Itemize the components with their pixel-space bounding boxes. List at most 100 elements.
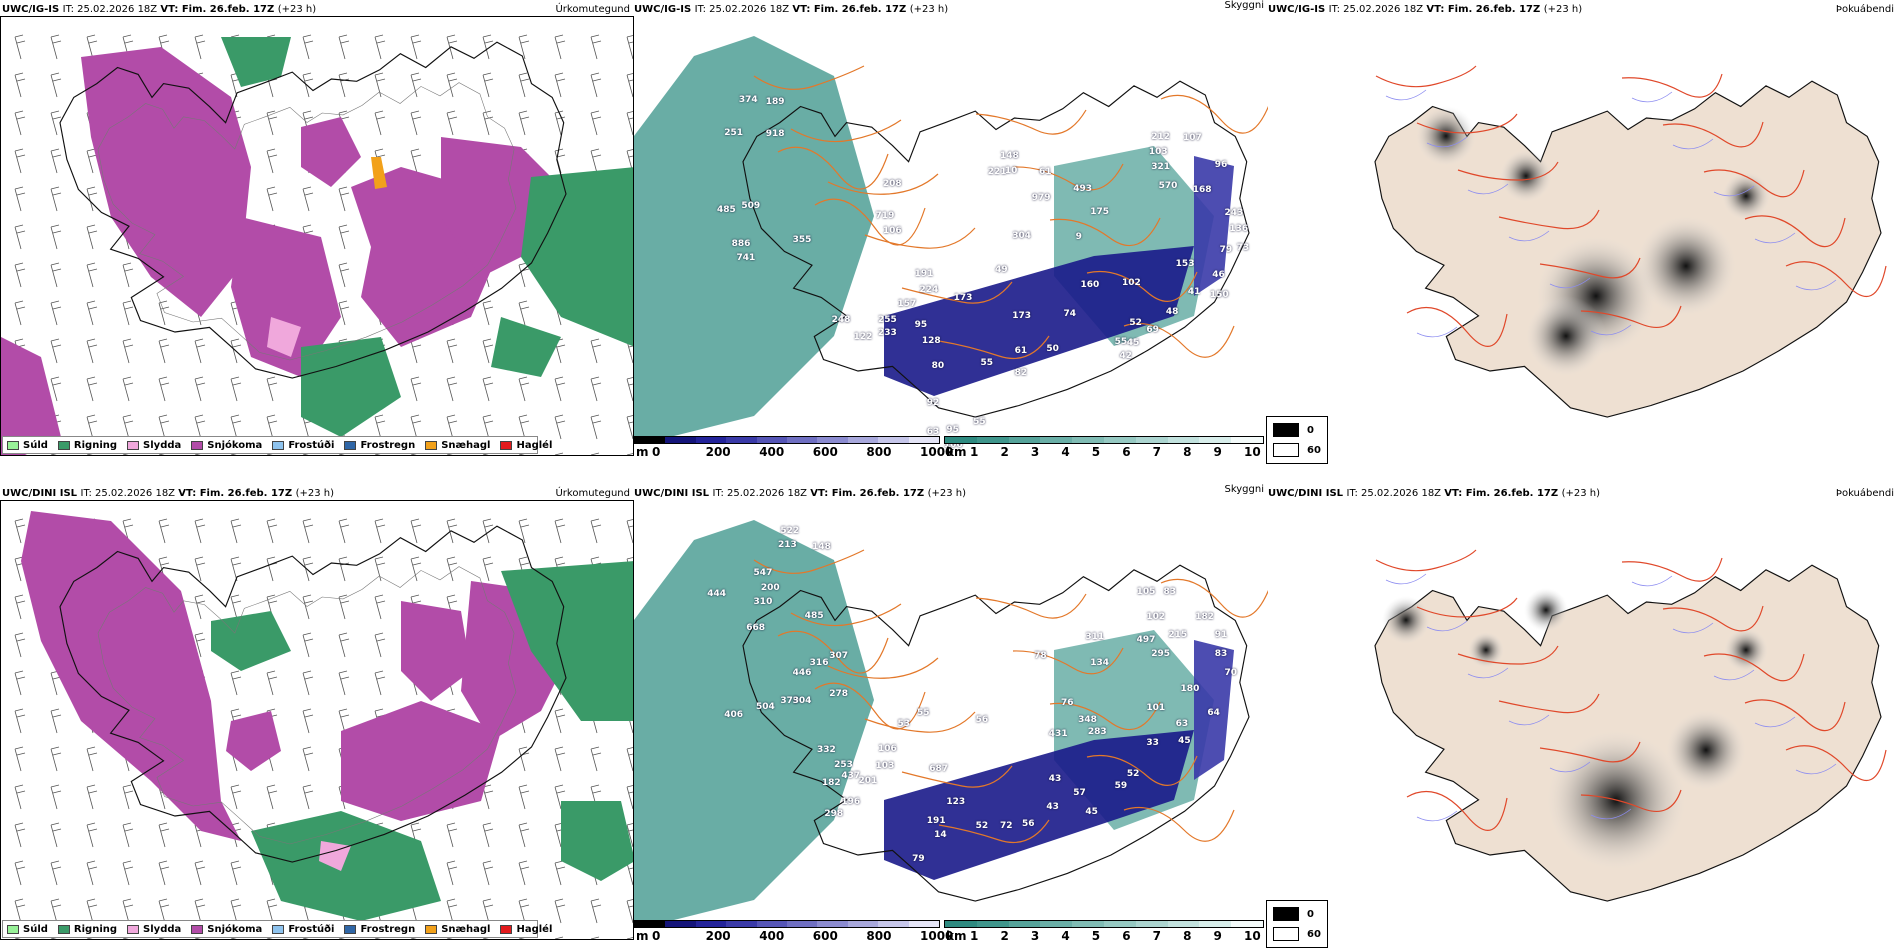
colorbar-tick: 0: [652, 929, 661, 943]
cloudbase-value: 91: [1214, 629, 1228, 640]
cloudbase-value: 153: [1175, 259, 1195, 270]
cloudbase-value: 248: [831, 314, 851, 325]
colorbar-bin: [1231, 921, 1263, 927]
legend-label: Slydda: [143, 439, 182, 451]
fog-index-panel: UWC/DINI ISL IT: 25.02.2026 18Z VT: Fim.…: [1266, 484, 1898, 948]
cloudbase-values: 374 189 251 918 485 509 886 741 355 719 106 208 148 2…: [634, 16, 1268, 450]
colorbar-bin: [908, 437, 940, 443]
colorbar-bin: [1008, 921, 1041, 927]
cloudbase-value: 95: [946, 425, 959, 436]
cloud-map-title: Skyggni: [1224, 0, 1264, 11]
colorbar-tick: 1000: [920, 929, 954, 943]
cloudbase-value: 55: [973, 417, 986, 428]
cloudbase-value: 14: [934, 830, 947, 841]
cloudbase-value: 148: [812, 542, 831, 553]
colorbar-bin: [1072, 921, 1104, 927]
cloudbase-value: 59: [1114, 780, 1128, 791]
legend-swatch: [7, 440, 19, 450]
cloudbase-map: [634, 520, 1268, 920]
colorbar-tick: 400: [759, 929, 785, 943]
cloudbase-visibility-panel: UWC/IG-IS IT: 25.02.2026 18Z VT: Fim. 26…: [634, 0, 1268, 459]
legend-label: Snæhagl: [441, 439, 491, 451]
colorbar-bin: [695, 921, 727, 927]
cloudbase-value: 43: [1048, 773, 1062, 784]
colorbar-tick: 8: [1183, 929, 1192, 943]
fog-legend-label: 0: [1307, 908, 1314, 920]
colorbar-bin: [945, 921, 977, 927]
cloudbase-value: 102: [1146, 612, 1166, 623]
cloudbase-value: 504: [756, 701, 775, 712]
cloudbase-value: 106: [882, 226, 902, 237]
legend-swatch: [344, 440, 357, 450]
cloudbase-value: 79: [912, 854, 925, 864]
cloudbase-value: 41: [1187, 287, 1201, 298]
cloudbase-value: 304: [1012, 230, 1031, 241]
cloudbase-value: 92: [926, 398, 940, 409]
cloudbase-value: 485: [716, 204, 736, 215]
colorbar-tick: 10: [1244, 929, 1261, 943]
cloudbase-value: 212: [1151, 131, 1171, 142]
colorbar-bin: [945, 437, 977, 443]
cloudbase-value: 55: [1114, 336, 1128, 347]
colorbar-bin: [665, 437, 696, 443]
colorbar-bin: [726, 437, 757, 443]
cloudbase-value: 150: [1209, 289, 1229, 300]
legend-label: Rigning: [73, 439, 118, 451]
cloudbase-value: 446: [792, 667, 812, 678]
cloudbase-value: 191: [914, 268, 934, 279]
cloudbase-values: 522 213 148 547 200 444 310 668 485 307 316 446 379 5…: [634, 500, 1268, 920]
fog-legend-label: 0: [1307, 424, 1314, 436]
cloudbase-value: 886: [731, 239, 751, 250]
colorbar-bin: [695, 437, 727, 443]
cloudbase-colorbar-strip: [634, 920, 940, 928]
cloudbase-value: 208: [882, 178, 902, 189]
legend-label: Frostúði: [288, 923, 335, 935]
fog-legend-item: 0: [1273, 423, 1314, 437]
colorbar-bin: [1167, 437, 1200, 443]
cloudbase-value: 103: [875, 760, 895, 771]
cloudbase-value: 10: [1004, 165, 1018, 176]
legend-label: Frostúði: [288, 439, 335, 451]
cloudbase-value: 76: [1061, 698, 1074, 709]
colorbar-bin: [908, 921, 940, 927]
colorbar-tick: 3: [1030, 929, 1040, 943]
colorbar-bin: [847, 437, 879, 443]
legend-swatch: [272, 440, 285, 450]
lead-time: (+23 h): [1543, 4, 1583, 15]
cloudbase-value: 509: [741, 201, 761, 212]
cloudbase-value: 485: [804, 610, 824, 621]
colorbar-tick: 800: [866, 445, 892, 459]
legend-swatch: [425, 440, 438, 450]
cloudbase-value: 101: [1146, 702, 1166, 713]
colorbar-bin: [817, 437, 848, 443]
cloudbase-value: 80: [931, 360, 945, 371]
cloudbase-value: 61: [1014, 346, 1028, 357]
colorbar-tick: 800: [866, 929, 892, 943]
coastline: [59, 525, 567, 863]
cloudbase-value: 283: [1087, 726, 1107, 737]
precip-type-panel: UWC/IG-IS IT: 25.02.2026 18Z VT: Fim. 26…: [0, 0, 634, 456]
colorbar-bin: [756, 921, 788, 927]
cloudbase-value: 72: [1000, 820, 1013, 831]
legend-swatch: [57, 924, 70, 934]
init-time: IT: 25.02.2026 18Z: [80, 488, 179, 499]
precip-map-frame: [0, 500, 634, 940]
colorbar-unit: km: [946, 445, 967, 459]
cloudbase-value: 437: [841, 771, 861, 782]
legend-item-rigning: Rigning: [57, 924, 117, 935]
colorbar-tick: 1000: [920, 445, 954, 459]
fog-legend-swatch: [1273, 443, 1299, 457]
coastline: [742, 80, 1250, 418]
colorbar-bin: [726, 921, 757, 927]
legend-item-frostúði: Frostúði: [272, 440, 334, 451]
legend-label: Slydda: [143, 923, 182, 935]
cloudbase-value: 168: [1192, 184, 1212, 195]
legend-swatch: [425, 924, 438, 934]
colorbar-tick: 1: [970, 445, 979, 459]
cloudbase-value: 406: [724, 710, 744, 721]
colorbar-tick: 5: [1091, 445, 1101, 459]
colorbar-tick: 200: [705, 929, 731, 943]
cloudbase-value: 69: [1146, 325, 1159, 336]
cloudbase-value: 106: [943, 439, 963, 450]
colorbar-bin: [976, 437, 1009, 443]
